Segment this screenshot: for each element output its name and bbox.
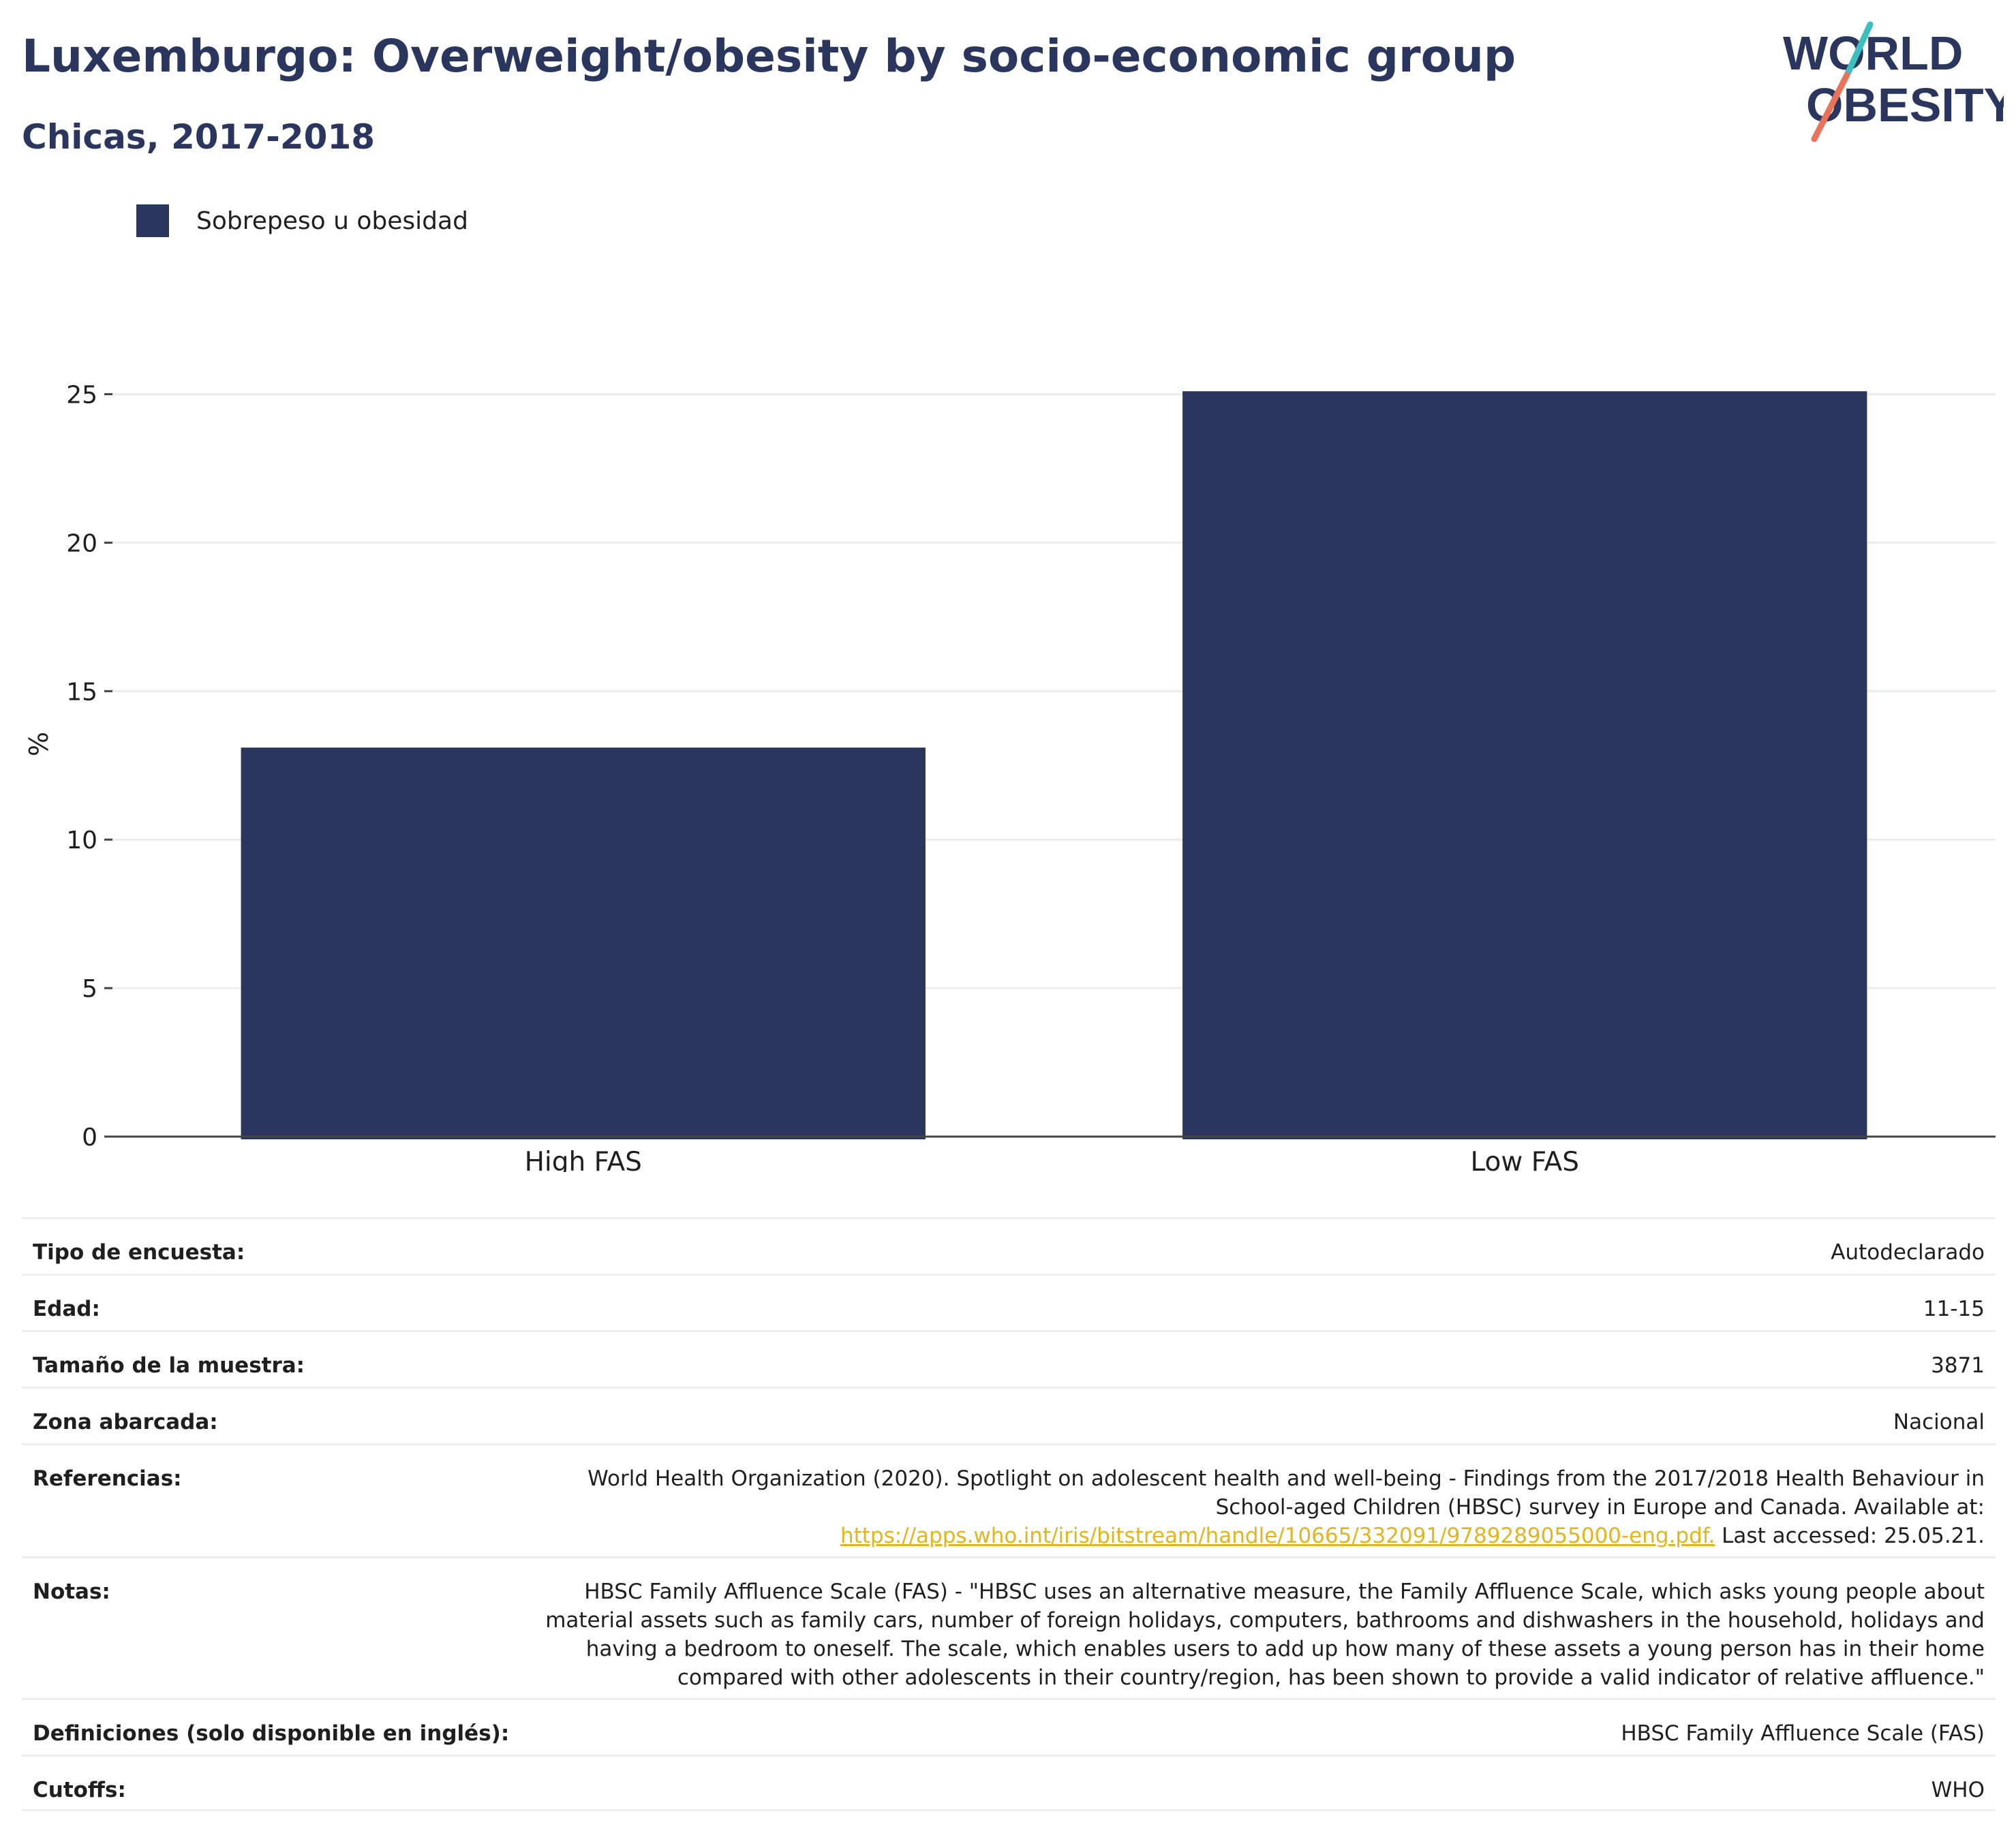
y-tick-label: 15 bbox=[66, 678, 97, 706]
info-row-survey-type: Tipo de encuesta: Autodeclarado bbox=[22, 1217, 1996, 1274]
info-label: Zona abarcada: bbox=[33, 1410, 218, 1434]
logo-slash-bottom bbox=[1811, 72, 1850, 142]
y-tick-label: 25 bbox=[66, 382, 97, 410]
info-label: Definiciones (solo disponible en inglés)… bbox=[33, 1721, 510, 1746]
y-tick-label: 10 bbox=[66, 827, 97, 854]
y-tick-label: 0 bbox=[82, 1124, 97, 1152]
chart-subtitle: Chicas, 2017-2018 bbox=[22, 117, 376, 157]
logo-slash-top bbox=[1844, 21, 1874, 78]
metadata-table: Tipo de encuesta: Autodeclarado Edad: 11… bbox=[22, 1217, 1996, 1811]
info-label: Tipo de encuesta: bbox=[33, 1240, 245, 1265]
logo-line-world: WORLD bbox=[1783, 27, 1963, 80]
reference-accessed: Last accessed: 25.05.21. bbox=[1715, 1524, 1985, 1548]
info-row-sample-size: Tamaño de la muestra: 3871 bbox=[22, 1330, 1996, 1387]
info-row-references: Referencias: World Health Organization (… bbox=[22, 1443, 1996, 1556]
info-label: Tamaño de la muestra: bbox=[33, 1353, 305, 1378]
bar bbox=[241, 748, 926, 1139]
info-label: Referencias: bbox=[33, 1466, 182, 1491]
world-obesity-logo: WORLD OBESITY bbox=[1783, 21, 2004, 142]
y-tick-label: 5 bbox=[82, 975, 97, 1003]
info-value: Autodeclarado bbox=[1831, 1240, 1985, 1265]
y-tick-label: 20 bbox=[66, 529, 97, 557]
y-axis-title: % bbox=[24, 732, 54, 756]
legend-label: Sobrepeso u obesidad bbox=[196, 206, 468, 235]
info-value: World Health Organization (2020). Spotli… bbox=[513, 1464, 1985, 1550]
info-label: Edad: bbox=[33, 1297, 100, 1321]
x-tick-label: High FAS bbox=[525, 1147, 642, 1172]
info-row-age: Edad: 11-15 bbox=[22, 1274, 1996, 1330]
info-value: HBSC Family Affluence Scale (FAS) - "HBS… bbox=[545, 1580, 1985, 1690]
info-value: HBSC Family Affluence Scale (FAS) bbox=[1621, 1721, 1985, 1746]
info-value: 11-15 bbox=[1923, 1297, 1985, 1321]
info-value: 3871 bbox=[1931, 1353, 1985, 1378]
legend-swatch bbox=[136, 204, 169, 237]
reference-link[interactable]: https://apps.who.int/iris/bitstream/hand… bbox=[840, 1524, 1715, 1548]
x-tick-label: Low FAS bbox=[1471, 1147, 1580, 1172]
info-row-cutoffs: Cutoffs: WHO bbox=[22, 1755, 1996, 1811]
info-row-notes: Notas: HBSC Family Affluence Scale (FAS)… bbox=[22, 1556, 1996, 1698]
info-value: WHO bbox=[1931, 1778, 1985, 1802]
info-value: Nacional bbox=[1893, 1410, 1985, 1434]
chart-title: Luxemburgo: Overweight/obesity by socio-… bbox=[22, 30, 1516, 82]
info-row-definitions: Definiciones (solo disponible en inglés)… bbox=[22, 1698, 1996, 1755]
reference-text: World Health Organization (2020). Spotli… bbox=[587, 1466, 1985, 1520]
bar-chart: 0 5 10 15 20 25 High FAS Low FAS% bbox=[24, 382, 1996, 1172]
bar bbox=[1182, 391, 1867, 1139]
info-row-area: Zona abarcada: Nacional bbox=[22, 1387, 1996, 1443]
bars bbox=[241, 391, 1867, 1139]
axes: 0 5 10 15 20 25 High FAS Low FAS% bbox=[24, 382, 1996, 1172]
chart-legend: Sobrepeso u obesidad bbox=[136, 203, 468, 238]
info-label: Notas: bbox=[33, 1580, 110, 1604]
info-label: Cutoffs: bbox=[33, 1778, 126, 1802]
